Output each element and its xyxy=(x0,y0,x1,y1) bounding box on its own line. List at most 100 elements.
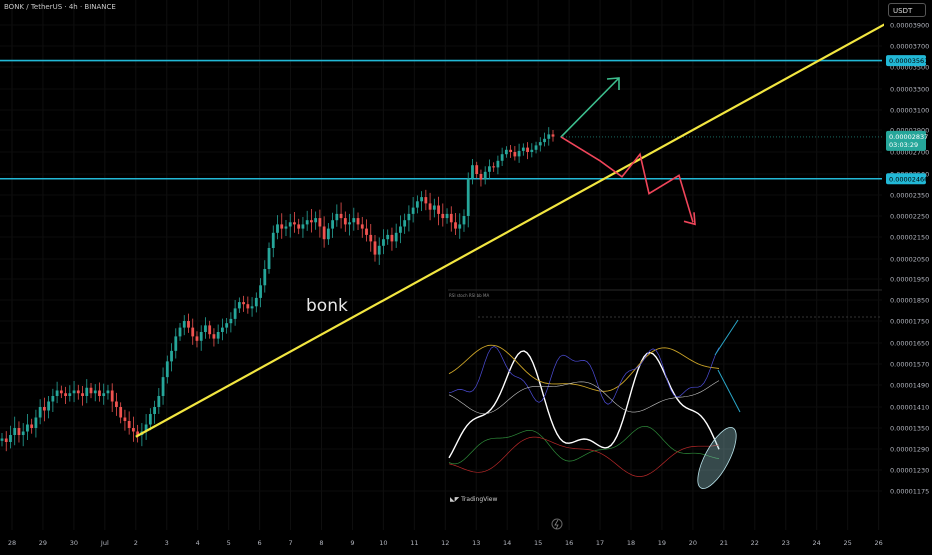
level-price-badge xyxy=(886,173,926,185)
candle-body xyxy=(131,428,135,432)
date-axis[interactable]: 28 29 30 Jul 2 3 4 5 6 7 8 9 10 11 12 13 14 15 16 17 18 19 20 2… xyxy=(0,518,932,550)
candle-body xyxy=(237,302,241,309)
candle-body xyxy=(322,226,326,240)
candle-body xyxy=(59,390,63,394)
candle-body xyxy=(119,407,123,418)
date-tick-label: 20 xyxy=(689,539,697,547)
price-tick-label: 0.00001175 xyxy=(890,488,929,496)
candle-body xyxy=(369,234,373,242)
candle-body xyxy=(208,325,212,335)
candle-body xyxy=(9,435,12,442)
price-tick-label: 0.00003700 xyxy=(890,43,929,51)
candle-body xyxy=(148,414,152,425)
candle-body xyxy=(454,222,457,229)
date-tick-label: 13 xyxy=(472,539,480,547)
candle-body xyxy=(399,226,402,233)
trendline-layer xyxy=(135,22,887,438)
candle-body xyxy=(492,166,496,168)
symbol-title[interactable]: BONK / TetherUS · 4h · BINANCE xyxy=(4,3,116,11)
date-tick-label: 29 xyxy=(39,539,47,547)
tradingview-logo-text: TradingView xyxy=(461,496,498,503)
candle-body xyxy=(297,224,301,229)
date-tick-label: 17 xyxy=(596,539,604,547)
price-tick-label: 0.00002350 xyxy=(890,192,929,200)
price-tick-label: 0.00003500 xyxy=(890,64,929,72)
candle-body xyxy=(144,424,148,432)
candle-body xyxy=(331,220,334,229)
candle-body xyxy=(428,203,432,210)
price-tick-label: 0.00003300 xyxy=(890,86,929,94)
candle-body xyxy=(445,213,449,219)
grid-layer xyxy=(0,0,882,530)
candle-body xyxy=(352,218,356,223)
candle-body xyxy=(30,424,34,428)
candle-body xyxy=(301,224,305,229)
bonk-text-label: bonk xyxy=(306,296,348,316)
candle-body xyxy=(76,390,80,394)
candle-body xyxy=(394,232,398,242)
candle-body xyxy=(521,147,525,151)
projection-down-path xyxy=(560,136,694,223)
countdown-label: 03:03:29 xyxy=(889,141,918,149)
date-tick-label: 30 xyxy=(70,539,78,547)
price-tick-label: 0.00003100 xyxy=(890,107,929,115)
date-tick-label: 26 xyxy=(874,539,882,547)
candle-body xyxy=(415,201,419,208)
candle-body xyxy=(242,302,245,305)
candle-body xyxy=(21,431,25,435)
currency-button[interactable]: USDT xyxy=(888,3,926,17)
candle-body xyxy=(551,134,555,137)
candle-body xyxy=(221,327,224,332)
date-tick-label: 2 xyxy=(134,539,138,547)
candle-body xyxy=(407,213,411,221)
date-tick-label: 28 xyxy=(8,539,16,547)
price-tick-label: 0.00002250 xyxy=(890,213,929,221)
candle-body xyxy=(136,431,140,435)
price-tick-label: 0.00001570 xyxy=(890,361,929,369)
candle-body xyxy=(246,304,250,309)
candle-body xyxy=(254,297,258,307)
indicator-green-line xyxy=(448,425,720,465)
candle-body xyxy=(288,222,292,227)
candle-body xyxy=(161,377,165,396)
date-tick-label: 22 xyxy=(751,539,759,547)
candle-body xyxy=(13,428,17,435)
candle-body xyxy=(182,321,186,328)
candle-body xyxy=(403,220,407,227)
candle-body xyxy=(441,213,445,219)
price-tick-label: 0.00002050 xyxy=(890,256,929,264)
candle-body xyxy=(382,239,385,246)
indicator-grey-line xyxy=(448,380,720,415)
date-tick-label: 11 xyxy=(410,539,418,547)
price-axis-bg xyxy=(884,0,932,550)
candle-body xyxy=(216,332,220,339)
candle-body xyxy=(360,224,364,229)
date-tick-label: 18 xyxy=(627,539,635,547)
price-tick-label: 0.00001750 xyxy=(890,318,929,326)
candle-body xyxy=(233,308,237,319)
candle-body xyxy=(280,224,284,229)
candle-body xyxy=(386,234,390,240)
candle-body xyxy=(310,220,313,223)
date-tick-label: Jul xyxy=(100,539,109,547)
price-tick-label: 0.00001410 xyxy=(890,404,929,412)
candle-body xyxy=(68,393,72,396)
candle-body xyxy=(475,165,479,174)
candle-body xyxy=(115,401,118,407)
candle-body xyxy=(449,213,453,223)
indicator-legend[interactable]: RSI stoch RSI bb MA xyxy=(449,293,490,298)
candle-body xyxy=(199,332,203,341)
candle-body xyxy=(178,327,182,337)
candle-body xyxy=(538,142,542,146)
date-tick-label: 16 xyxy=(565,539,573,547)
candle-body xyxy=(267,248,271,269)
candle-body xyxy=(466,178,470,216)
candle-body xyxy=(174,336,178,351)
price-axis[interactable]: 0.00003900 0.00003700 0.00003500 0.00003300… xyxy=(884,0,932,550)
level-price-label: 0.00003561 xyxy=(889,57,928,65)
candle-body xyxy=(356,218,360,225)
indicator-arrow-down xyxy=(717,369,741,413)
lightning-icon xyxy=(551,518,563,530)
